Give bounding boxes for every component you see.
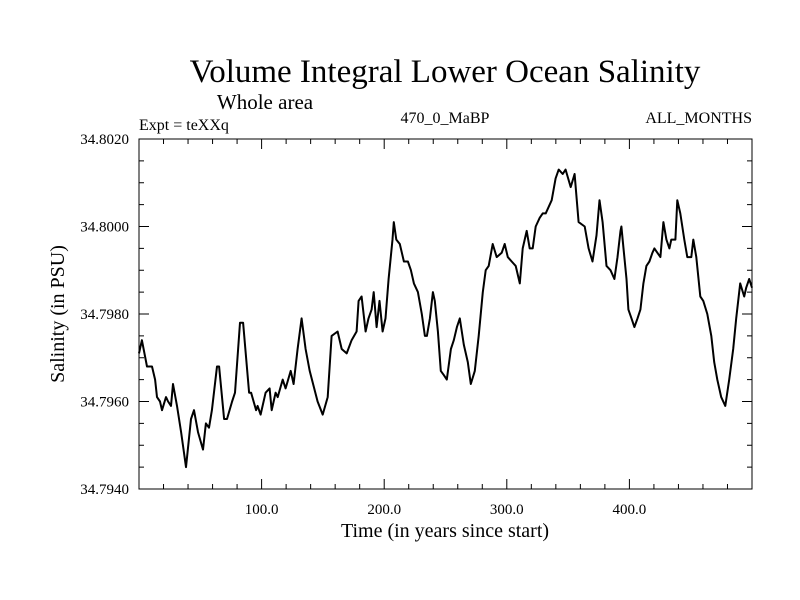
- plot-frame: [138, 138, 753, 490]
- chart-title: Volume Integral Lower Ocean Salinity: [190, 54, 701, 90]
- x-axis-label: Time (in years since start): [341, 520, 549, 542]
- tick-labels: 100.0 200.0 300.0 400.0 34.7940 34.7960 34.798…: [80, 132, 646, 518]
- x-tick-label: 300.0: [490, 502, 524, 518]
- experiment-label: Expt = teXXq: [139, 117, 229, 134]
- y-tick-label: 34.8020: [80, 132, 129, 148]
- x-tick-label: 400.0: [613, 502, 647, 518]
- chart-subtitle: Whole area: [217, 90, 314, 114]
- x-tick-label: 200.0: [367, 502, 401, 518]
- period-label: 470_0_MaBP: [401, 110, 490, 127]
- y-tick-label: 34.7940: [80, 482, 129, 498]
- y-tick-label: 34.7960: [80, 395, 129, 411]
- months-label: ALL_MONTHS: [645, 110, 752, 127]
- x-tick-label: 100.0: [245, 502, 279, 518]
- y-tick-label: 34.7980: [80, 307, 129, 323]
- axis-ticks: [138, 138, 753, 490]
- y-tick-label: 34.8000: [80, 220, 129, 236]
- y-axis-label: Salinity (in PSU): [47, 245, 69, 383]
- salinity-series-line: [138, 168, 753, 469]
